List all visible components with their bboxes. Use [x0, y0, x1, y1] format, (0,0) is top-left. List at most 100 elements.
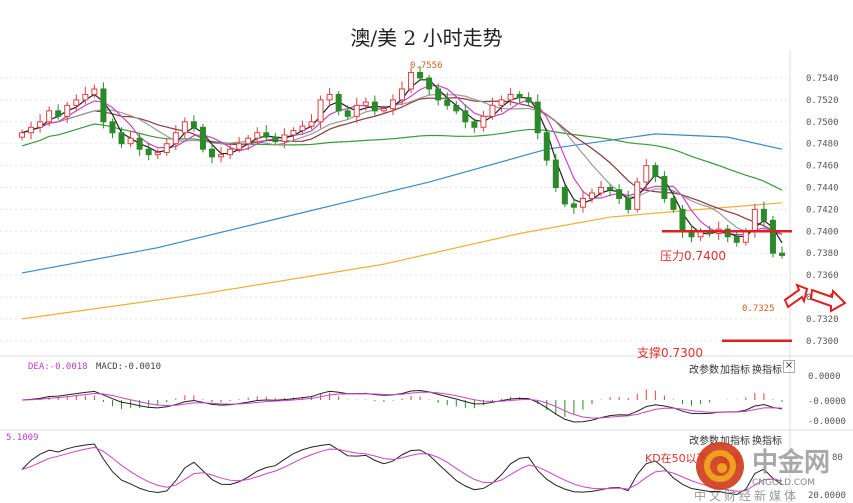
candle	[272, 136, 279, 143]
cngold-logo: 中金网 CNGOLD.COM 中文财经新媒体	[690, 440, 850, 503]
chart-title: 澳/美 2 小时走势	[350, 26, 503, 50]
candle	[308, 121, 315, 127]
candle	[661, 176, 668, 199]
candle	[136, 137, 143, 150]
candle	[570, 203, 577, 208]
dea-value: DEA:-0.0018	[28, 362, 88, 372]
candle	[525, 97, 532, 103]
candle	[625, 197, 632, 210]
candle	[561, 187, 568, 205]
candle	[118, 132, 125, 145]
candle	[163, 143, 170, 153]
ma-line-gray	[21, 93, 783, 236]
add-indicator-button-kd[interactable]: 加指标	[720, 436, 750, 447]
ma-line-blue	[21, 133, 783, 274]
low-price-label: 0.7325	[742, 304, 775, 314]
swap-indicator-button[interactable]: 换指标	[752, 365, 782, 376]
candle	[127, 137, 134, 145]
y-tick-label: 0.7540	[806, 74, 839, 84]
candle	[37, 121, 44, 128]
candle	[598, 187, 605, 194]
candle	[100, 88, 107, 123]
candle	[462, 110, 469, 123]
kd-axis-top: 80	[832, 453, 843, 463]
candle	[516, 93, 523, 99]
candle	[91, 88, 98, 95]
resistance-label: 压力0.7400	[660, 249, 726, 263]
candle	[227, 148, 234, 156]
ma-line-green	[21, 123, 783, 191]
arrow-icon	[783, 283, 809, 309]
candle	[480, 115, 487, 128]
candle	[498, 99, 505, 106]
candle	[254, 132, 261, 139]
y-tick-label: 0.7440	[806, 184, 839, 194]
logo-name: 中金网	[752, 448, 831, 478]
edit-params-button-kd[interactable]: 改参数	[689, 436, 719, 447]
candle	[389, 99, 396, 110]
candle	[145, 148, 152, 156]
candle	[534, 101, 541, 134]
candle	[643, 165, 650, 183]
candle	[199, 126, 206, 150]
add-indicator-button[interactable]: 加指标	[720, 365, 750, 376]
candle	[760, 208, 767, 221]
logo-slogan: 中文财经新媒体	[694, 489, 800, 503]
close-panel-button[interactable]: ×	[783, 360, 795, 373]
y-tick-label: 0.7300	[806, 337, 839, 347]
macd-axis-0: 0.0000	[808, 372, 841, 382]
candle	[724, 228, 731, 238]
candle	[46, 110, 53, 123]
candle	[399, 88, 405, 101]
candle	[679, 208, 686, 232]
d-line	[21, 446, 783, 492]
candle	[154, 151, 161, 156]
candle	[380, 108, 387, 112]
candle	[218, 154, 225, 158]
ma-line-brown	[21, 97, 783, 235]
k-line	[21, 443, 783, 495]
y-tick-label: 0.7360	[806, 271, 839, 281]
support-label: 支撑0.7300	[637, 346, 703, 360]
candle	[471, 121, 478, 128]
candle	[607, 187, 614, 191]
candle	[489, 104, 496, 117]
candle	[281, 134, 288, 143]
candle	[190, 121, 197, 128]
candle	[507, 93, 514, 101]
y-tick-label: 0.7460	[806, 162, 839, 172]
kd-axis-bottom: 20.0000	[808, 491, 846, 501]
candle	[751, 208, 758, 232]
y-tick-label: 0.7520	[806, 96, 839, 106]
y-tick-label: 0.7480	[806, 140, 839, 150]
candle	[769, 219, 776, 254]
candle	[335, 93, 342, 112]
y-tick-label: 0.7400	[806, 227, 839, 237]
y-tick-label: 0.7420	[806, 205, 839, 215]
kd-value: 5.1009	[6, 433, 39, 443]
candle	[444, 99, 451, 106]
candle	[109, 121, 116, 134]
candle	[299, 125, 306, 132]
candle	[371, 101, 378, 112]
candle	[579, 197, 586, 208]
macd-value: MACD:-0.0010	[96, 362, 162, 372]
swap-indicator-button-kd[interactable]: 换指标	[752, 436, 782, 447]
edit-params-button[interactable]: 改参数	[689, 365, 719, 376]
arrow-icon	[809, 288, 847, 313]
y-tick-label: 0.7320	[806, 315, 839, 325]
candle	[73, 99, 80, 106]
candle	[589, 192, 595, 199]
candle	[408, 72, 415, 90]
high-price-label: 0.7556	[410, 61, 443, 71]
macd-axis-2: -0.0000	[808, 417, 846, 427]
candle	[453, 104, 460, 112]
dea-line	[21, 391, 783, 419]
candle	[64, 104, 71, 117]
candle	[344, 110, 351, 117]
y-tick-label: 0.7380	[806, 249, 839, 259]
candle	[417, 72, 424, 79]
candle	[55, 110, 62, 117]
candle	[209, 148, 215, 158]
